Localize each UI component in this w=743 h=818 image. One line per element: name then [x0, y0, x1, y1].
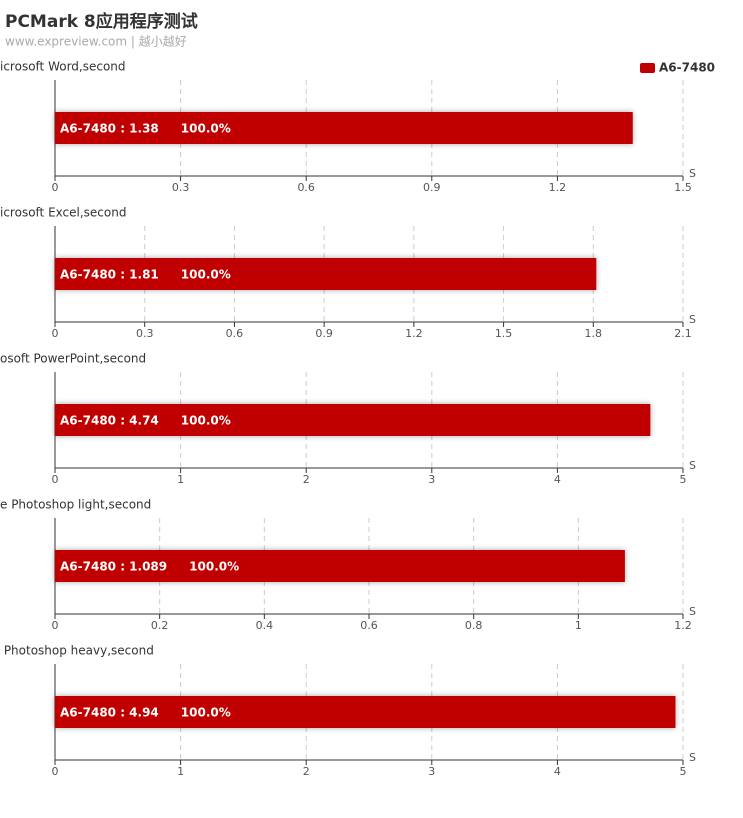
- x-tick-label: 0: [52, 181, 59, 194]
- x-tick-label: 0: [52, 327, 59, 340]
- x-tick-label: 0.6: [226, 327, 244, 340]
- x-tick-label: 0.2: [151, 619, 169, 632]
- value-label: A6-7480 : 1.089: [60, 560, 167, 574]
- x-axis-label: S: [689, 167, 696, 180]
- x-axis-label: S: [689, 751, 696, 764]
- x-tick-label: 2: [303, 473, 310, 486]
- chart-title: Photoshop heavy,second: [0, 644, 154, 658]
- x-tick-label: 2: [303, 765, 310, 778]
- x-axis-label: S: [689, 605, 696, 618]
- bar: [55, 404, 651, 436]
- percent-label: 100.0%: [189, 560, 239, 574]
- x-tick-label: 1.2: [674, 619, 692, 632]
- chart-title: osoft PowerPoint,second: [0, 352, 146, 366]
- bar: [55, 696, 676, 728]
- x-tick-label: 3: [428, 473, 435, 486]
- x-tick-label: 1: [177, 765, 184, 778]
- legend-label: A6-7480: [659, 61, 715, 75]
- x-tick-label: 1: [575, 619, 582, 632]
- x-tick-label: 0.3: [172, 181, 190, 194]
- chart-title: e Photoshop light,second: [0, 498, 151, 512]
- x-tick-label: 0: [52, 619, 59, 632]
- x-tick-label: 5: [680, 765, 687, 778]
- value-label: A6-7480 : 4.74: [60, 414, 159, 428]
- x-tick-label: 0.8: [465, 619, 483, 632]
- x-axis-label: S: [689, 459, 696, 472]
- x-tick-label: 0.4: [256, 619, 274, 632]
- chart-title: icrosoft Word,second: [0, 60, 126, 74]
- percent-label: 100.0%: [181, 414, 231, 428]
- x-tick-label: 4: [554, 765, 561, 778]
- x-tick-label: 1.2: [405, 327, 423, 340]
- x-tick-label: 0.6: [360, 619, 378, 632]
- x-tick-label: 1.2: [549, 181, 567, 194]
- page-subtitle: www.expreview.com | 越小越好: [5, 35, 187, 49]
- chart-title: icrosoft Excel,second: [0, 206, 126, 220]
- x-tick-label: 0: [52, 473, 59, 486]
- value-label: A6-7480 : 1.81: [60, 268, 159, 282]
- value-label: A6-7480 : 1.38: [60, 122, 159, 136]
- percent-label: 100.0%: [181, 706, 231, 720]
- x-tick-label: 2.1: [674, 327, 692, 340]
- x-tick-label: 0.3: [136, 327, 154, 340]
- percent-label: 100.0%: [181, 122, 231, 136]
- x-tick-label: 3: [428, 765, 435, 778]
- value-label: A6-7480 : 4.94: [60, 706, 159, 720]
- bar: [55, 112, 633, 144]
- x-tick-label: 0: [52, 765, 59, 778]
- x-tick-label: 4: [554, 473, 561, 486]
- x-tick-label: 0.9: [315, 327, 333, 340]
- x-tick-label: 1.5: [495, 327, 513, 340]
- percent-label: 100.0%: [181, 268, 231, 282]
- x-tick-label: 1.5: [674, 181, 692, 194]
- bar: [55, 550, 625, 582]
- x-axis-label: S: [689, 313, 696, 326]
- x-tick-label: 0.6: [297, 181, 315, 194]
- x-tick-label: 1.8: [585, 327, 603, 340]
- page-title: PCMark 8应用程序测试: [5, 11, 198, 32]
- bar: [55, 258, 597, 290]
- x-tick-label: 5: [680, 473, 687, 486]
- x-tick-label: 1: [177, 473, 184, 486]
- x-tick-label: 0.9: [423, 181, 441, 194]
- legend-swatch: [640, 63, 655, 73]
